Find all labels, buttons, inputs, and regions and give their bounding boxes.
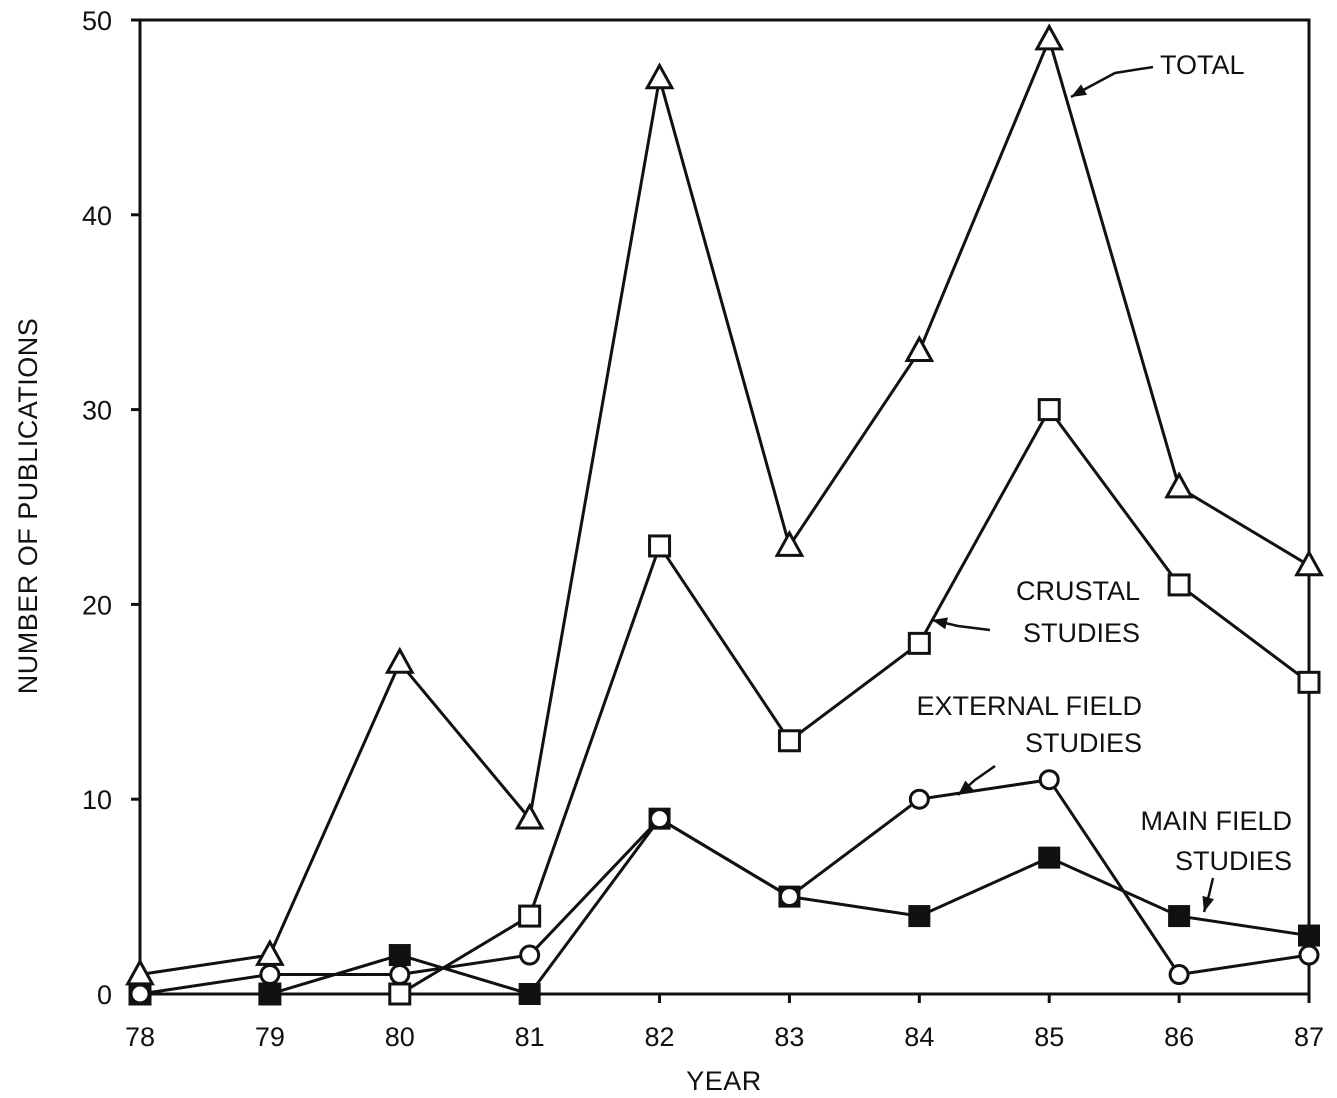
- crustal-studies-annotation-text: CRUSTAL: [1016, 576, 1140, 606]
- main-field-point: [1168, 905, 1191, 928]
- x-tick-label: 85: [1034, 1022, 1064, 1052]
- external-field-point: [908, 788, 930, 810]
- annotations-layer: TOTAL CRUSTAL STUDIES EXTERNAL FIELD STUDIES…: [916, 50, 1292, 913]
- external-field-annotation-text: STUDIES: [1025, 728, 1142, 758]
- total-line: [139, 34, 1310, 977]
- external-field-point: [129, 983, 151, 1005]
- crustal-studies-point: [518, 904, 542, 928]
- main-field-point: [388, 944, 411, 967]
- axes-layer: 78 79 80 81 82 83 84 85 86 87 0 10 20 30 40 50: [82, 6, 1324, 1052]
- main-field-annotation-text: MAIN FIELD: [1140, 806, 1292, 836]
- x-tick-label: 84: [904, 1022, 934, 1052]
- x-tick-label: 87: [1294, 1022, 1324, 1052]
- total-point: [1164, 471, 1195, 499]
- main-field-point: [1038, 846, 1061, 869]
- crustal-studies-annotation-text: STUDIES: [1023, 618, 1140, 648]
- total-point: [514, 802, 545, 830]
- total-point: [904, 335, 935, 363]
- external-field-annotation-text: EXTERNAL FIELD: [916, 691, 1142, 721]
- external-field-point: [1298, 944, 1320, 966]
- main-field-point: [258, 983, 281, 1005]
- main-field-annotation: MAIN FIELD STUDIES: [1140, 806, 1292, 913]
- main-field-annotation-text: STUDIES: [1175, 846, 1292, 876]
- main-field-annotation-arrowhead: [1202, 895, 1214, 912]
- crustal-studies-point: [777, 729, 801, 753]
- main-field-point: [908, 905, 931, 928]
- x-tick-label: 81: [515, 1022, 545, 1052]
- total-point: [644, 62, 675, 90]
- crustal-studies-point: [648, 534, 672, 558]
- y-tick-label: 50: [82, 6, 112, 36]
- total-annotation-arrowhead: [1071, 84, 1088, 97]
- total-annotation-text: TOTAL: [1160, 50, 1245, 80]
- series-markers-layer: [125, 23, 1324, 1006]
- main-field-line: [140, 816, 1310, 996]
- x-tick-label: 86: [1164, 1022, 1194, 1052]
- crustal-studies-point: [388, 982, 412, 1006]
- x-tick-label: 83: [774, 1022, 804, 1052]
- crustal-studies-annotation: CRUSTAL STUDIES: [931, 576, 1140, 648]
- main-field-point: [518, 983, 541, 1005]
- crustal-studies-point: [1297, 670, 1321, 694]
- crustal-studies-point: [907, 631, 931, 655]
- y-tick-label: 0: [97, 980, 112, 1010]
- crustal-studies-point: [1167, 573, 1191, 597]
- external-field-point: [1038, 769, 1060, 791]
- x-tick-label: 80: [385, 1022, 415, 1052]
- y-tick-label: 30: [82, 396, 112, 426]
- total-point: [254, 938, 285, 966]
- external-field-annotation: EXTERNAL FIELD STUDIES: [916, 691, 1142, 796]
- y-tick-label: 10: [82, 785, 112, 815]
- total-point: [774, 529, 805, 557]
- crustal-studies-annotation-arrowhead: [932, 617, 948, 630]
- x-tick-label: 78: [125, 1022, 155, 1052]
- external-field-point: [259, 964, 281, 986]
- x-tick-label: 82: [645, 1022, 675, 1052]
- y-axis-title: NUMBER OF PUBLICATIONS: [13, 318, 43, 695]
- external-field-point: [389, 964, 411, 986]
- total-annotation: TOTAL: [1070, 50, 1245, 99]
- plot-frame: [138, 18, 1311, 996]
- total-point: [1034, 23, 1065, 51]
- total-point: [1294, 549, 1324, 577]
- external-field-point: [519, 944, 541, 966]
- crustal-studies-line: [140, 406, 1310, 996]
- external-field-point: [649, 808, 671, 830]
- x-axis-title: YEAR: [686, 1066, 762, 1096]
- y-tick-label: 20: [82, 590, 112, 620]
- external-field-point: [778, 886, 800, 908]
- external-field-point: [1168, 964, 1190, 986]
- external-field-annotation-arrowhead: [958, 780, 974, 795]
- series-lines-layer: [139, 34, 1310, 996]
- total-point: [384, 646, 415, 674]
- x-tick-label: 79: [255, 1022, 285, 1052]
- external-field-line: [139, 778, 1310, 996]
- y-tick-label: 40: [82, 201, 112, 231]
- main-field-point: [1298, 924, 1320, 947]
- crustal-studies-point: [1037, 398, 1061, 422]
